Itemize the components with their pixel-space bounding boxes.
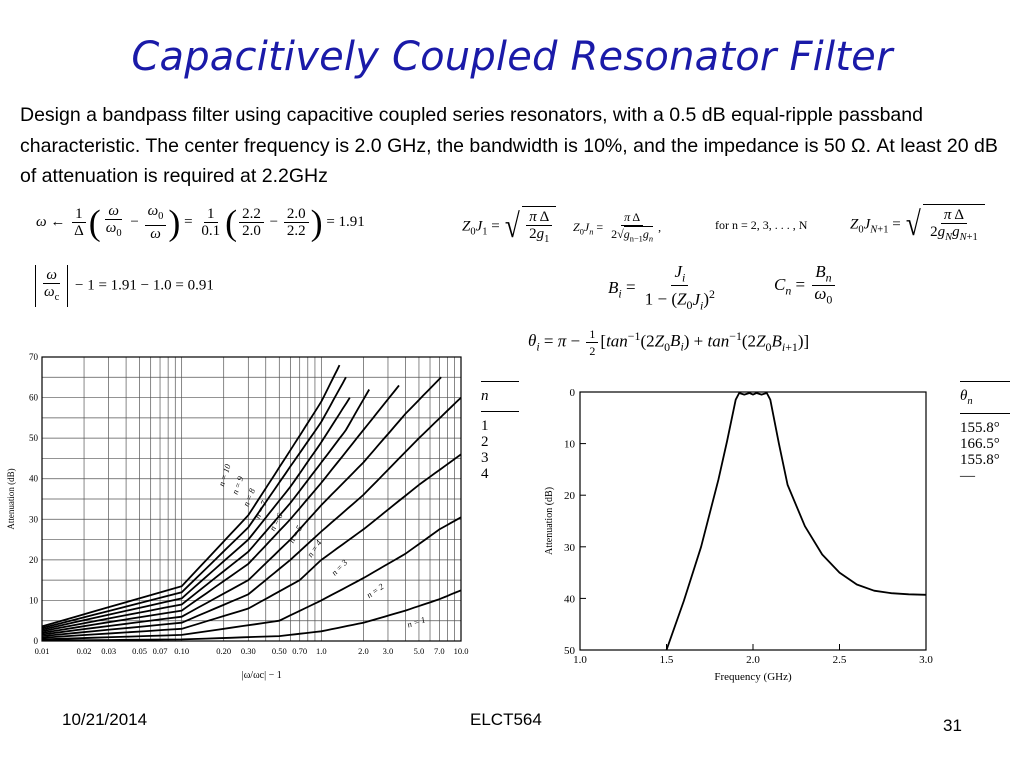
y-axis-label: Attenuation (dB) xyxy=(544,487,555,555)
curve-label: n = 1 xyxy=(406,614,427,629)
y-tick-label: 0 xyxy=(34,636,39,646)
footer-date: 10/21/2014 xyxy=(62,710,148,729)
y-tick-label: 10 xyxy=(564,439,576,451)
x-tick-label: 0.05 xyxy=(132,646,147,656)
table-n-row: 4 xyxy=(481,466,489,482)
table-n-row: 1 xyxy=(481,418,489,434)
x-tick-label: 0.01 xyxy=(35,646,50,656)
attenuation-vs-normalized-frequency-chart: 0 10 20 30 40 50 60 70 0.01 0.02 0.03 0.05 0.07 0.10 0… xyxy=(6,352,469,681)
problem-statement: Design a bandpass filter using capacitiv… xyxy=(20,104,998,187)
z0jn1-equation: Z0JN+1 = √ π Δ 2gNgN+1 xyxy=(850,204,985,246)
bi-equation: Bi = Ji 1 − (Z0Ji)2 xyxy=(608,262,715,313)
y-tick-label: 70 xyxy=(29,352,39,362)
x-tick-label: 0.03 xyxy=(101,646,116,656)
x-axis-label: Frequency (GHz) xyxy=(714,671,792,683)
x-axis-label: |ω/ωc| − 1 xyxy=(242,670,282,681)
footer-page-number: 31 xyxy=(943,716,962,735)
x-tick-label: 10.0 xyxy=(454,646,469,656)
normalized-result: − 1 = 1.91 − 1.0 = 0.91 xyxy=(75,277,214,294)
y-tick-label: 20 xyxy=(29,555,39,565)
curve-n8 xyxy=(41,397,351,631)
y-tick-label: 20 xyxy=(564,490,576,502)
y-tick-label: 40 xyxy=(29,474,39,484)
x-tick-label: 2.0 xyxy=(746,654,760,666)
curve-n9 xyxy=(41,376,347,629)
x-tick-label: 0.20 xyxy=(216,646,231,656)
plot-frame xyxy=(579,391,927,651)
x-tick-label: 3.0 xyxy=(919,654,933,666)
y-tick-label: 50 xyxy=(564,645,576,657)
x-tick-label: 1.0 xyxy=(316,646,327,656)
curve-n7 xyxy=(41,389,370,633)
table-theta-header: θnθn xyxy=(960,381,1010,414)
x-tick-label: 2.5 xyxy=(833,654,847,666)
curve-label: n = 10 xyxy=(216,462,233,487)
y-tick-label: 30 xyxy=(564,542,576,554)
x-tick-label: 0.07 xyxy=(153,646,168,656)
table-theta-column: θnθn 155.8°166.5°155.8°— xyxy=(960,381,1010,484)
x-tick-label: 1.5 xyxy=(660,654,674,666)
y-tick-label: 50 xyxy=(29,433,39,443)
x-tick-label: 2.0 xyxy=(358,646,369,656)
omega-result: = 1.91 xyxy=(326,213,365,230)
table-theta-row: 155.8° xyxy=(960,420,1000,436)
slide-title: Capacitively Coupled Resonator Filter xyxy=(131,34,893,80)
z0j1-equation: Z0J1 = √ π Δ 2g1 xyxy=(462,206,557,248)
response-curve xyxy=(665,392,927,651)
table-n-row: 2 xyxy=(481,434,489,450)
footer-course: ELCT564 xyxy=(470,710,542,729)
table-theta-row: — xyxy=(960,468,975,484)
x-tick-label: 7.0 xyxy=(434,646,445,656)
curve-label: n = 2 xyxy=(365,581,386,600)
curve-n5 xyxy=(41,376,442,636)
y-axis-label: Attenuation (dB) xyxy=(6,468,16,529)
plot-frame xyxy=(41,356,462,642)
x-tick-label: 0.02 xyxy=(77,646,92,656)
curve-n10 xyxy=(41,364,341,628)
table-theta-row: 155.8° xyxy=(960,452,1000,468)
table-theta-row: 166.5° xyxy=(960,436,1000,452)
x-tick-label: 5.0 xyxy=(414,646,425,656)
curve-n6 xyxy=(41,384,400,634)
curve-n1 xyxy=(41,589,462,642)
for-n-text: for n = 2, 3, . . . , N xyxy=(715,218,808,232)
filter-response-chart: 0 10 20 30 40 501.0 1.5 2.0 2.5 3.0 Attenuation (d… xyxy=(544,387,933,683)
x-tick-label: 3.0 xyxy=(383,646,394,656)
curve-n3 xyxy=(41,453,462,639)
y-tick-label: 40 xyxy=(564,593,576,605)
curve-label: n = 6 xyxy=(267,511,285,533)
x-tick-label: 0.70 xyxy=(292,646,307,656)
curve-n4 xyxy=(41,396,462,637)
x-tick-label: 0.10 xyxy=(174,646,189,656)
curve-label: n = 3 xyxy=(329,557,349,577)
normalized-frequency-equation: ω ωc − 1 = 1.91 − 1.0 = 0.91 xyxy=(32,265,214,307)
y-tick-label: 60 xyxy=(29,393,39,403)
y-tick-label: 10 xyxy=(29,595,39,605)
cn-equation: Cn = Bn ω0 xyxy=(774,263,837,308)
curve-label: n = 9 xyxy=(230,474,246,495)
curve-n2 xyxy=(41,516,462,641)
y-tick-label: 0 xyxy=(570,387,576,399)
x-tick-label: 1.0 xyxy=(573,654,587,666)
table-n-header: n xyxy=(481,381,519,412)
x-tick-label: 0.50 xyxy=(272,646,287,656)
x-tick-label: 0.30 xyxy=(241,646,256,656)
table-n-row: 3 xyxy=(481,450,489,466)
frequency-transform-equation: ω ← 1 Δ(ω ω0 − ω0 ω) = 1 0.1(2.2 2.0 − 2.0 2.2… xyxy=(36,202,365,243)
z0jn-equation: Z0Jn = π Δ 2√gn−1gn, xyxy=(573,210,662,244)
y-tick-label: 30 xyxy=(29,514,39,524)
theta-equation: θi = π − 1 2 [tan−1(2Z0Bi) + tan−1(2Z0Bi+1… xyxy=(528,327,810,358)
